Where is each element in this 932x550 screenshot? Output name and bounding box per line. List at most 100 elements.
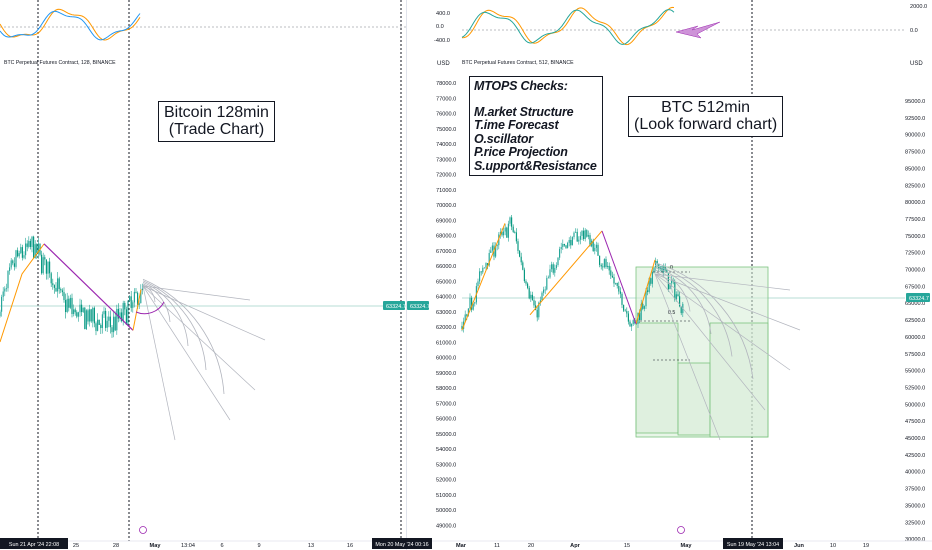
candle (76, 312, 78, 317)
right-zigzag (635, 259, 656, 325)
candle (571, 237, 573, 246)
mid-axis-tick: 51000.0 (436, 493, 456, 499)
candle (20, 247, 22, 254)
left-time-badge-bg (372, 538, 432, 549)
candle (92, 307, 94, 322)
mid-axis-tick: 63000.0 (436, 310, 456, 316)
mid-price-tag: 63324.7 (410, 304, 430, 310)
right-x-tick: 11 (494, 543, 500, 549)
candle (57, 278, 59, 292)
candle (487, 263, 489, 266)
candle (599, 255, 601, 265)
right-down-leg (601, 230, 637, 325)
candle (610, 270, 612, 276)
candle (595, 244, 597, 248)
candle (507, 223, 509, 238)
left-x-tick: 6 (220, 543, 223, 549)
candle (81, 304, 83, 313)
candle (608, 265, 610, 271)
candle (640, 304, 642, 320)
candle (41, 254, 43, 274)
left-x-tick: 13 (308, 543, 314, 549)
candle (525, 281, 527, 284)
left-candles (0, 235, 143, 338)
candle (488, 253, 490, 266)
candle (568, 240, 570, 243)
left-fan-arc-highlight (135, 301, 165, 315)
candle (31, 236, 33, 247)
candle (61, 290, 63, 293)
mtops-title: MTOPS Checks: (474, 79, 568, 93)
candle (536, 310, 538, 318)
mid-price-tag-bg (407, 301, 429, 310)
candle (89, 309, 91, 322)
candle (483, 267, 485, 269)
right-x-tick: 10 (830, 543, 836, 549)
candle (37, 243, 39, 253)
candle (575, 231, 577, 233)
left-note: Bitcoin 128min (Trade Chart) (158, 101, 275, 142)
candle (551, 264, 553, 270)
candle (50, 273, 52, 284)
right-note-line-2: (Look forward chart) (634, 116, 778, 134)
candle (58, 278, 60, 289)
candle (2, 291, 4, 297)
candle (28, 240, 30, 247)
candle (677, 294, 679, 297)
candle (471, 297, 473, 310)
left-fan-arc (142, 278, 225, 395)
left-time-badge-bg (0, 538, 68, 549)
left-x-tick: May (150, 543, 162, 549)
candle (618, 286, 620, 292)
candle (629, 321, 631, 327)
candle (520, 256, 522, 263)
right-axis-tick: 55000.0 (905, 369, 925, 375)
mid-axis-tick: 70000.0 (436, 203, 456, 209)
candle (621, 293, 623, 305)
candle (627, 313, 629, 322)
right-axis-title: USD (910, 61, 923, 67)
osc-axis-tick: 0.0 (436, 24, 444, 30)
candle (42, 257, 44, 274)
candle (554, 268, 556, 273)
candle (101, 314, 103, 328)
mid-axis-tick: 50000.0 (436, 508, 456, 514)
candle (539, 300, 541, 303)
candle (119, 312, 121, 319)
right-time-badge-bg (723, 538, 783, 549)
candle (121, 312, 123, 322)
candle (650, 278, 652, 284)
candle (567, 242, 569, 248)
candle (69, 297, 71, 308)
candle (674, 281, 676, 300)
right-axis-tick: 47500.0 (905, 419, 925, 425)
candle (26, 243, 28, 247)
candle (615, 282, 617, 284)
mtops-item: S.upport&Resistance (474, 158, 597, 173)
candle (474, 302, 476, 304)
candle (679, 296, 681, 307)
mid-axis-tick: 56000.0 (436, 417, 456, 423)
candle (73, 309, 75, 314)
right-axis-tick: 40000.0 (905, 470, 925, 476)
candle (44, 257, 46, 260)
candle (87, 310, 89, 322)
candle (573, 232, 575, 238)
left-note-line-1: Bitcoin 128min (164, 104, 269, 121)
candle (680, 306, 682, 314)
candle (594, 247, 596, 252)
candle (45, 259, 47, 274)
left-zigzag-up (0, 243, 45, 343)
candle (527, 283, 529, 288)
right-fan-arc (654, 271, 673, 293)
candle (576, 231, 578, 242)
right-axis-tick: 42500.0 (905, 453, 925, 459)
right-header: BTC Perpetual Futures Contract, 512, BIN… (462, 60, 574, 66)
mid-axis-tick: 73000.0 (436, 157, 456, 163)
candle (17, 250, 19, 257)
candle (544, 289, 546, 291)
mtops-item: T.ime Forecast (474, 118, 559, 132)
candle (530, 294, 532, 299)
candle (515, 232, 517, 242)
candle (472, 303, 474, 310)
